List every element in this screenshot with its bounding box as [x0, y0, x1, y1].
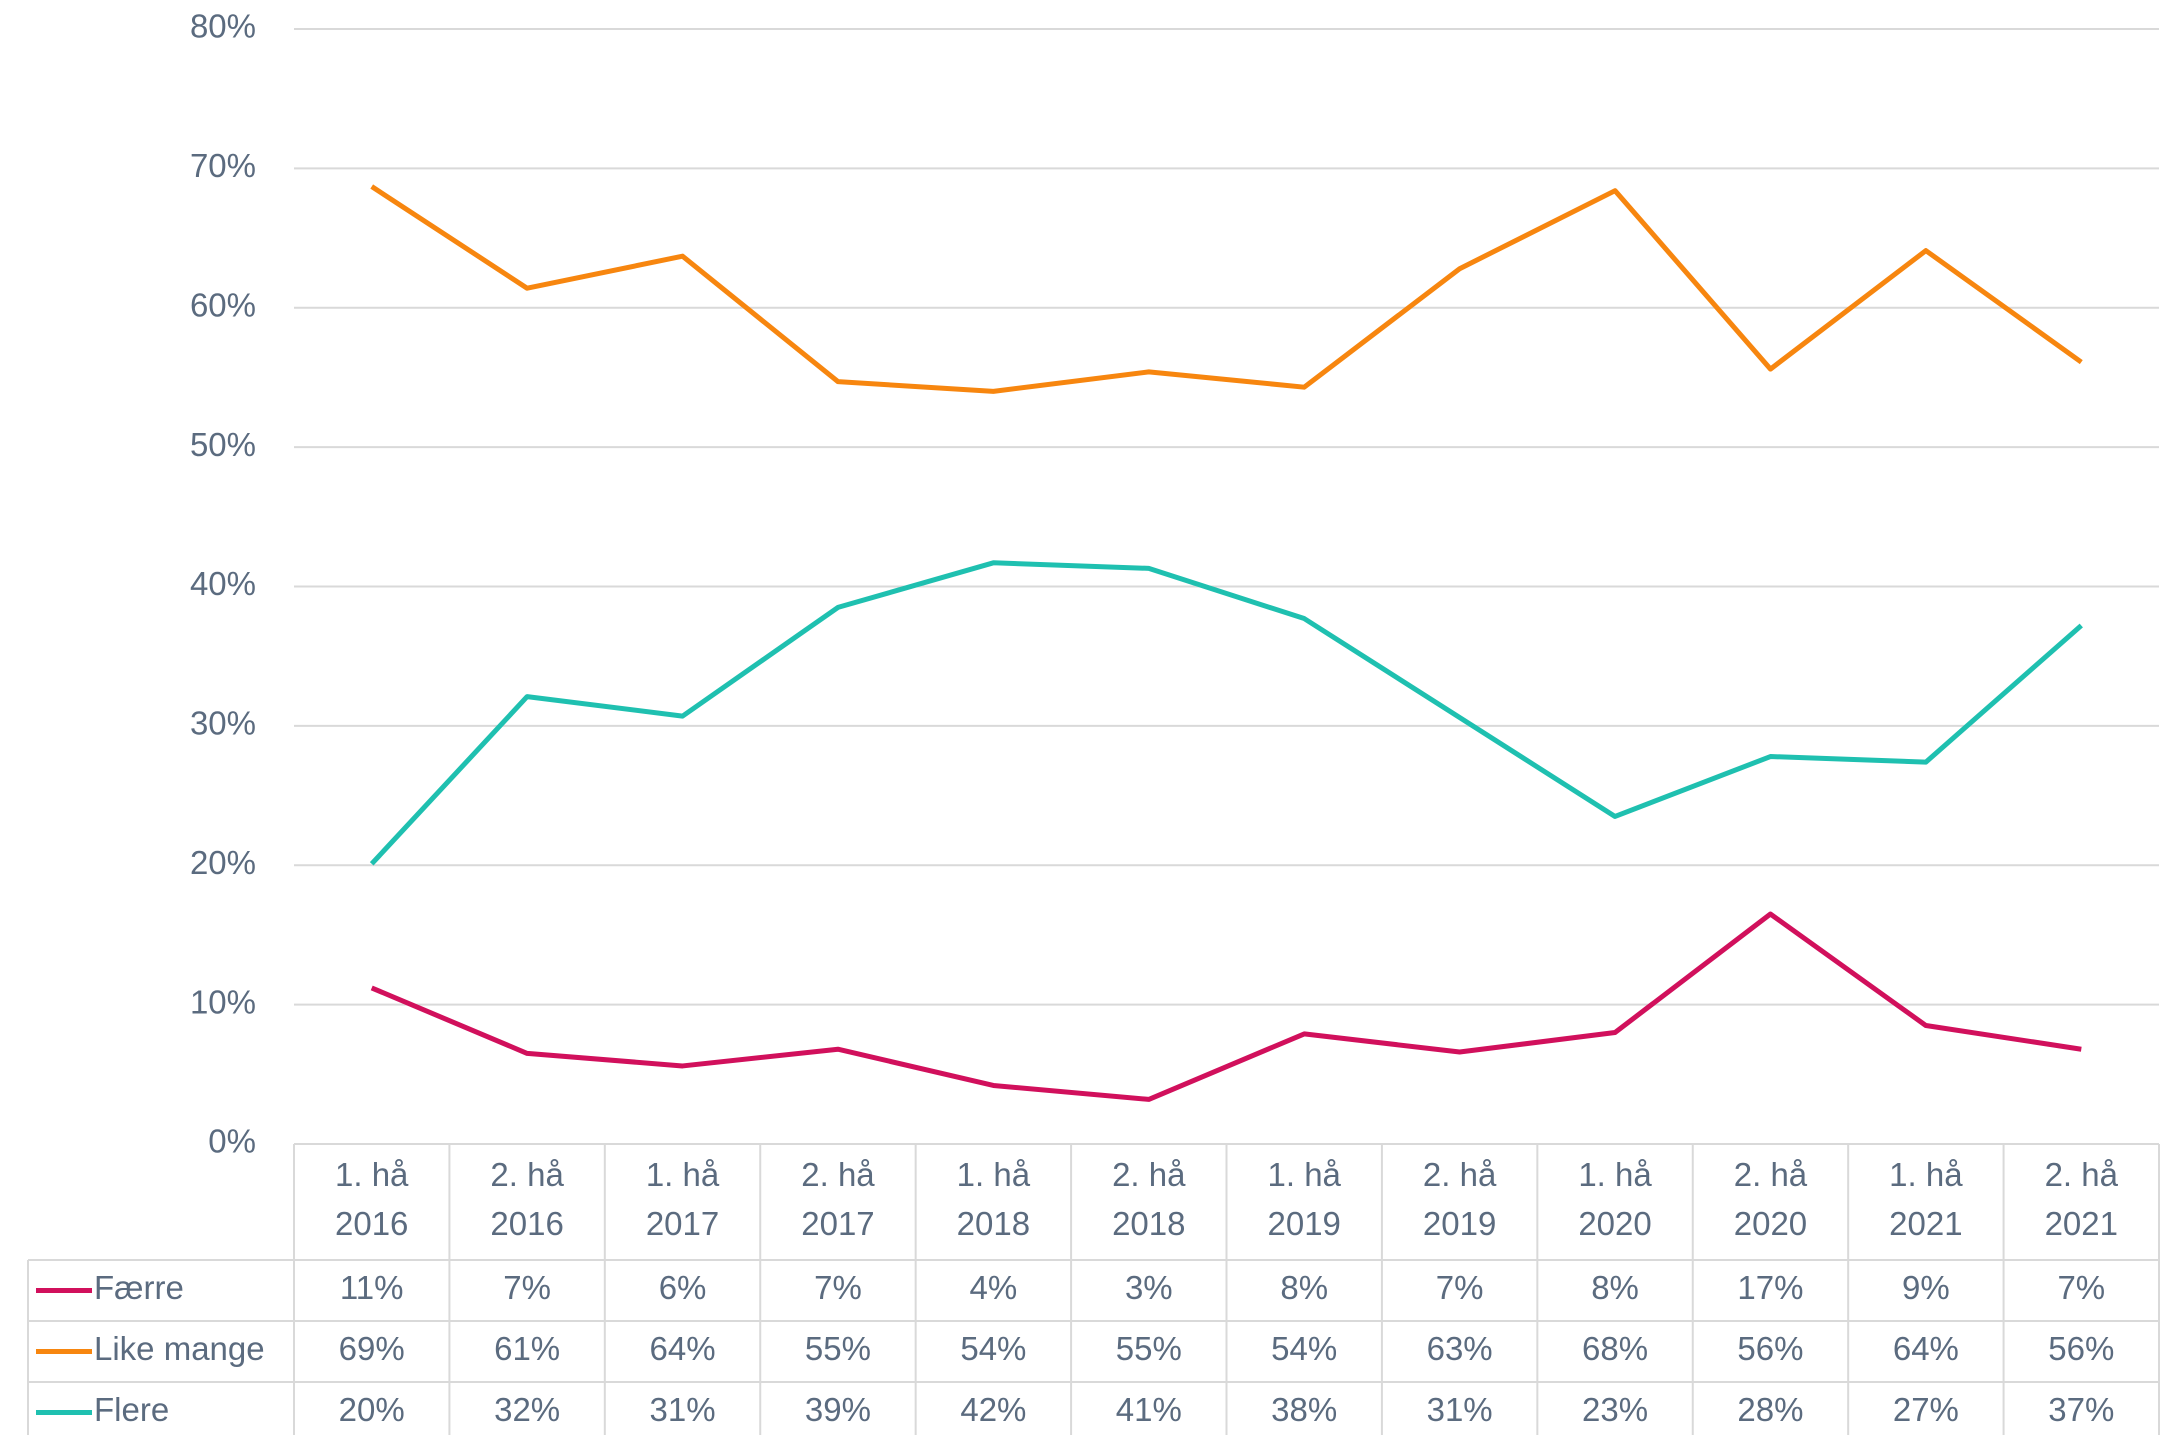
table-value: 7%	[814, 1269, 862, 1306]
table-value: 61%	[494, 1330, 560, 1367]
series-line	[370, 911, 2082, 1102]
x-tick-label: 1. hå 2017	[646, 1156, 720, 1242]
table-value: 31%	[650, 1391, 716, 1428]
x-tick-label: 1. hå 2018	[957, 1156, 1031, 1242]
x-tick-label: 1. hå 2016	[335, 1156, 409, 1242]
table-value: 8%	[1280, 1269, 1328, 1306]
table-value: 55%	[805, 1330, 871, 1367]
table-value: 68%	[1582, 1330, 1648, 1367]
table-value: 39%	[805, 1391, 871, 1428]
x-tick-label: 1. hå 2020	[1578, 1156, 1652, 1242]
x-tick-label: 2. hå 2021	[2045, 1156, 2119, 1242]
y-tick-label: 60%	[190, 286, 256, 323]
table-value: 54%	[1271, 1330, 1337, 1367]
y-tick-label: 50%	[190, 426, 256, 463]
legend-label: Flere	[94, 1391, 169, 1428]
table-value: 8%	[1591, 1269, 1639, 1306]
table-value: 17%	[1737, 1269, 1803, 1306]
x-tick-label: 2. hå 2016	[490, 1156, 564, 1242]
table-value: 32%	[494, 1391, 560, 1428]
table-value: 20%	[339, 1391, 405, 1428]
table-value: 7%	[2057, 1269, 2105, 1306]
table-value: 4%	[970, 1269, 1018, 1306]
y-tick-label: 80%	[190, 8, 256, 45]
series-line	[369, 560, 2083, 866]
y-tick-label: 0%	[208, 1123, 256, 1160]
table-value: 7%	[503, 1269, 551, 1306]
table-value: 7%	[1436, 1269, 1484, 1306]
table-value: 41%	[1116, 1391, 1182, 1428]
table-value: 9%	[1902, 1269, 1950, 1306]
table-value: 55%	[1116, 1330, 1182, 1367]
table-value: 28%	[1737, 1391, 1803, 1428]
x-tick-label: 2. hå 2019	[1423, 1156, 1497, 1242]
table-value: 64%	[650, 1330, 716, 1367]
table-value: 42%	[960, 1391, 1026, 1428]
table-value: 56%	[2048, 1330, 2114, 1367]
table-value: 3%	[1125, 1269, 1173, 1306]
x-tick-label: 1. hå 2019	[1267, 1156, 1341, 1242]
x-tick-label: 1. hå 2021	[1889, 1156, 1963, 1242]
x-tick-label: 2. hå 2018	[1112, 1156, 1186, 1242]
table-value: 63%	[1427, 1330, 1493, 1367]
table-value: 69%	[339, 1330, 405, 1367]
table-value: 56%	[1737, 1330, 1803, 1367]
table-value: 64%	[1893, 1330, 1959, 1367]
table-value: 31%	[1427, 1391, 1493, 1428]
legend-label: Færre	[94, 1269, 184, 1306]
table-value: 38%	[1271, 1391, 1337, 1428]
y-tick-label: 20%	[190, 844, 256, 881]
table-value: 27%	[1893, 1391, 1959, 1428]
table-value: 37%	[2048, 1391, 2114, 1428]
y-tick-label: 10%	[190, 983, 256, 1020]
table-value: 54%	[960, 1330, 1026, 1367]
table-value: 23%	[1582, 1391, 1648, 1428]
y-tick-label: 30%	[190, 705, 256, 742]
x-tick-label: 2. hå 2017	[801, 1156, 875, 1242]
x-tick-label: 2. hå 2020	[1734, 1156, 1808, 1242]
table-value: 6%	[659, 1269, 707, 1306]
legend-label: Like mange	[94, 1330, 265, 1367]
series-line	[370, 184, 2083, 394]
y-tick-label: 70%	[190, 147, 256, 184]
table-value: 11%	[340, 1269, 404, 1306]
y-tick-label: 40%	[190, 565, 256, 602]
